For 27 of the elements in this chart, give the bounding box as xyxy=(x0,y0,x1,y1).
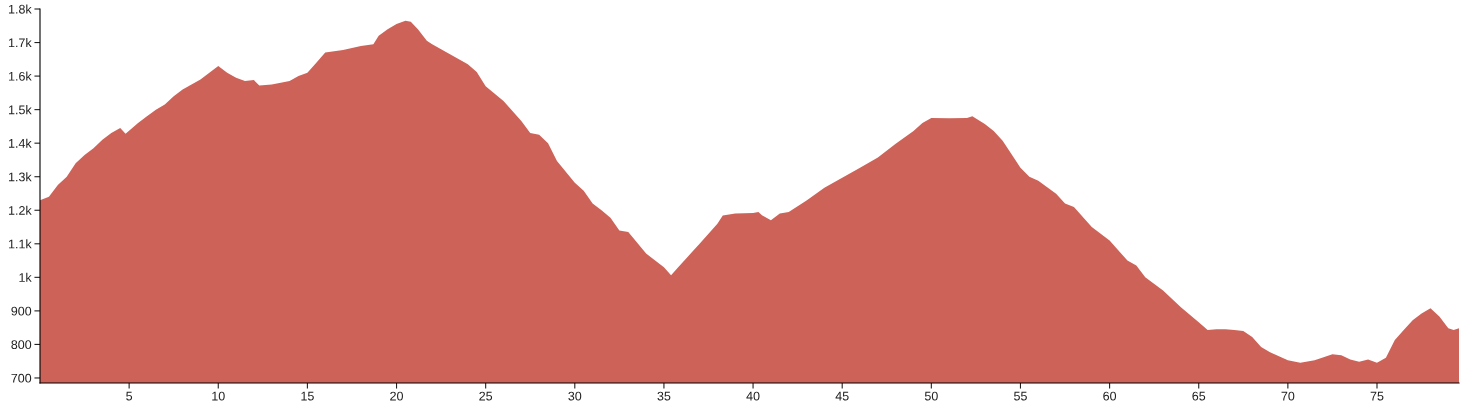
x-tick-label: 35 xyxy=(657,391,671,401)
y-tick-label: 1.8k xyxy=(8,4,32,14)
y-tick-label: 1.1k xyxy=(8,239,32,249)
y-tick-label: 900 xyxy=(11,306,32,316)
x-tick-label: 30 xyxy=(568,391,582,401)
y-tick-label: 1.6k xyxy=(8,71,32,81)
x-tick-label: 70 xyxy=(1281,391,1295,401)
x-tick-label: 5 xyxy=(126,391,133,401)
x-tick-label: 25 xyxy=(479,391,493,401)
y-tick-label: 1k xyxy=(19,272,32,282)
x-tick-label: 65 xyxy=(1192,391,1206,401)
x-tick-label: 55 xyxy=(1014,391,1027,401)
x-tick-label: 15 xyxy=(301,391,314,401)
x-tick-label: 40 xyxy=(746,391,760,401)
y-tick-label: 1.5k xyxy=(8,105,32,115)
y-tick-label: 1.7k xyxy=(8,38,32,48)
y-tick-label: 1.4k xyxy=(8,138,32,148)
y-tick-label: 1.2k xyxy=(8,205,32,215)
x-tick-label: 50 xyxy=(924,391,938,401)
x-tick-label: 20 xyxy=(390,391,403,401)
x-tick-label: 60 xyxy=(1103,391,1117,401)
x-tick-label: 10 xyxy=(212,391,225,401)
x-tick-label: 45 xyxy=(835,391,849,401)
x-tick-label: 75 xyxy=(1370,391,1384,401)
y-tick-label: 700 xyxy=(11,373,32,383)
y-tick-label: 800 xyxy=(11,340,32,350)
y-tick-label: 1.3k xyxy=(8,172,32,182)
